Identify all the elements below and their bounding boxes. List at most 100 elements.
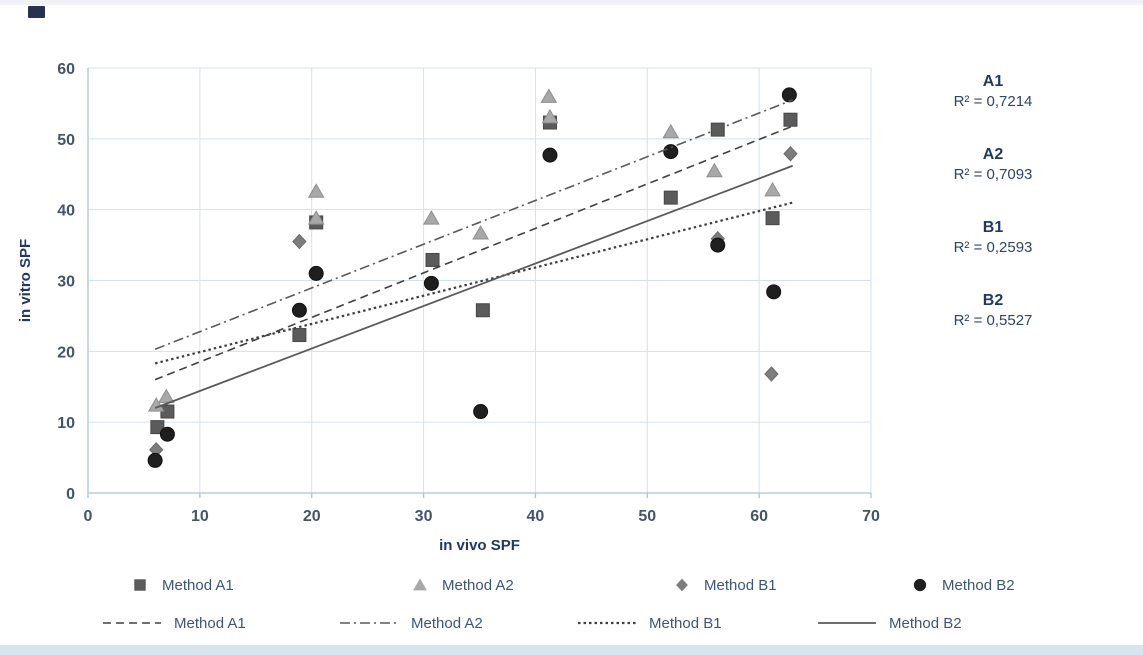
data-point-circle [473,404,489,420]
diamond-marker-icon [676,578,688,592]
data-point-triangle [413,578,427,591]
data-point-circle [291,302,307,318]
corner-mark [28,6,45,18]
data-point-square [663,190,678,205]
legend-label: Method A2 [411,614,483,632]
legend-lines-row: Method A1 Method A2 Method B1 Method B2 [0,610,1143,636]
dashed-line-icon [103,622,161,624]
legend-markers-row: Method A1 Method A2 Method B1 Method B2 [0,572,1143,598]
data-point-circle [663,144,679,160]
legend-item-method-b2-line: Method B2 [818,610,962,636]
data-point-triangle [307,183,325,198]
legend-item-method-b1-line: Method B1 [578,610,722,636]
trendline-method-a1 [154,125,793,381]
data-point-circle [710,237,726,253]
x-tick-label: 20 [303,508,321,525]
trendline-method-a2 [154,99,793,350]
data-point-circle [423,275,439,291]
r2-panel: A1 R² = 0,7214 A2 R² = 0,7093 B1 R² = 0,2593 B… [898,72,1088,364]
data-point-triangle [541,108,559,124]
x-axis-title: in vivo SPF [439,537,520,554]
top-strip [0,0,1143,5]
data-point-triangle [307,210,325,225]
y-tick-label: 50 [57,132,75,149]
data-point-circle [542,147,558,163]
data-point-circle [147,452,163,468]
r2-value: R² = 0,7093 [953,166,1033,183]
data-point-square [425,252,440,267]
r2-value: R² = 0,7214 [953,93,1033,110]
data-point-circle [159,426,175,442]
legend-label: Method B2 [942,576,1015,594]
data-point-square [783,112,798,127]
legend-item-method-b1: Method B1 [673,572,777,598]
r2-block-a2: A2 R² = 0,7093 [898,145,1088,185]
r2-series-name: B1 [982,219,1004,236]
x-tick-label: 30 [415,508,433,525]
data-point-circle [308,265,324,281]
r2-series-name: A2 [982,146,1004,163]
data-point-triangle [540,88,558,103]
data-point-circle [766,284,782,300]
data-point-square [765,211,780,226]
legend-label: Method A1 [162,576,234,594]
x-tick-label: 10 [191,508,209,525]
data-point-diamond [764,366,779,382]
y-axis-title: in vitro SPF [17,239,34,322]
x-tick-label: 40 [527,508,545,525]
solid-line-icon [818,622,876,624]
y-tick-label: 0 [66,486,75,503]
trendline-method-b1 [154,201,793,365]
series-method-a1 [150,112,798,435]
r2-value: R² = 0,2593 [953,239,1033,256]
series-method-a2 [147,88,781,412]
y-tick-label: 60 [57,61,75,78]
y-tick-label: 30 [57,274,75,291]
y-tick-label: 20 [57,344,75,361]
dotted-line-icon [578,621,636,625]
r2-value: R² = 0,5527 [953,312,1033,329]
data-point-diamond [292,233,307,250]
r2-series-name: B2 [982,292,1004,309]
x-tick-label: 70 [862,508,880,525]
data-point-triangle [147,397,165,412]
data-point-triangle [662,123,680,139]
legend-label: Method B1 [649,614,722,632]
data-point-square [150,420,165,435]
data-point-triangle [706,162,723,178]
circle-marker-icon [913,578,927,592]
y-tick-label: 10 [57,415,75,432]
square-marker-icon [134,579,146,591]
legend-item-method-a1-line: Method A1 [103,610,246,636]
data-point-triangle [472,225,489,240]
bottom-bar [0,645,1143,655]
r2-block-b2: B2 R² = 0,5527 [898,291,1088,331]
x-tick-label: 0 [84,508,93,525]
legend-label: Method A2 [442,576,514,594]
data-point-square [292,328,307,343]
data-point-diamond [676,578,688,592]
r2-block-b1: B1 R² = 0,2593 [898,218,1088,258]
data-point-triangle [157,388,175,404]
legend-label: Method A1 [174,614,246,632]
legend-item-method-a2-line: Method A2 [340,610,483,636]
legend-item-method-a1: Method A1 [131,572,234,598]
x-tick-label: 50 [638,508,656,525]
r2-series-name: A1 [982,73,1004,90]
data-point-circle [913,578,927,592]
x-tick-label: 60 [750,508,768,525]
trendline-method-b2 [154,164,794,409]
legend-item-method-a2: Method A2 [411,572,514,598]
legend-label: Method B2 [889,614,962,632]
data-point-square [475,303,490,318]
data-point-circle [781,87,797,103]
triangle-marker-icon [413,578,427,591]
legend-item-method-b2: Method B2 [911,572,1015,598]
scatter-chart: 0 10 20 30 40 50 60 70 0 10 20 30 40 50 60 in vivo SPF i… [17,61,880,554]
data-point-triangle [423,210,440,225]
legend-label: Method B1 [704,576,777,594]
r2-block-a1: A1 R² = 0,7214 [898,72,1088,112]
dashdot-line-icon [340,622,398,624]
data-point-triangle [764,181,781,197]
